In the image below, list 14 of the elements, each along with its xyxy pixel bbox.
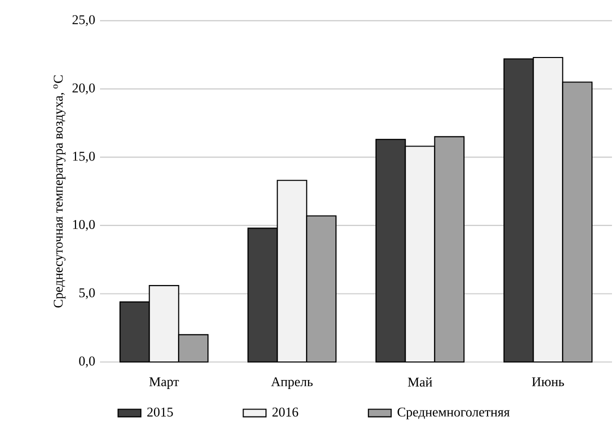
y-tick-label: 0,0 <box>79 356 95 368</box>
x-tick-label: Июнь <box>532 377 564 386</box>
legend-label: 2016 <box>272 408 298 417</box>
x-tick-label: Март <box>149 377 179 389</box>
x-tick-label: Май <box>408 377 432 387</box>
legend-label: Среднемноголетняя <box>398 408 510 420</box>
y-tick-label: 25,0 <box>72 15 95 26</box>
y-axis-title: Среднесуточная температура воздуха, $^{o}$C <box>53 75 66 308</box>
x-tick-label: Апрель <box>271 377 313 390</box>
y-tick-label: 5,0 <box>79 288 95 300</box>
y-tick-label: 20,0 <box>72 83 95 94</box>
y-tick-label: 15,0 <box>73 152 95 163</box>
legend-label: 2015 <box>147 408 173 417</box>
y-tick-label: 10,0 <box>73 220 95 231</box>
